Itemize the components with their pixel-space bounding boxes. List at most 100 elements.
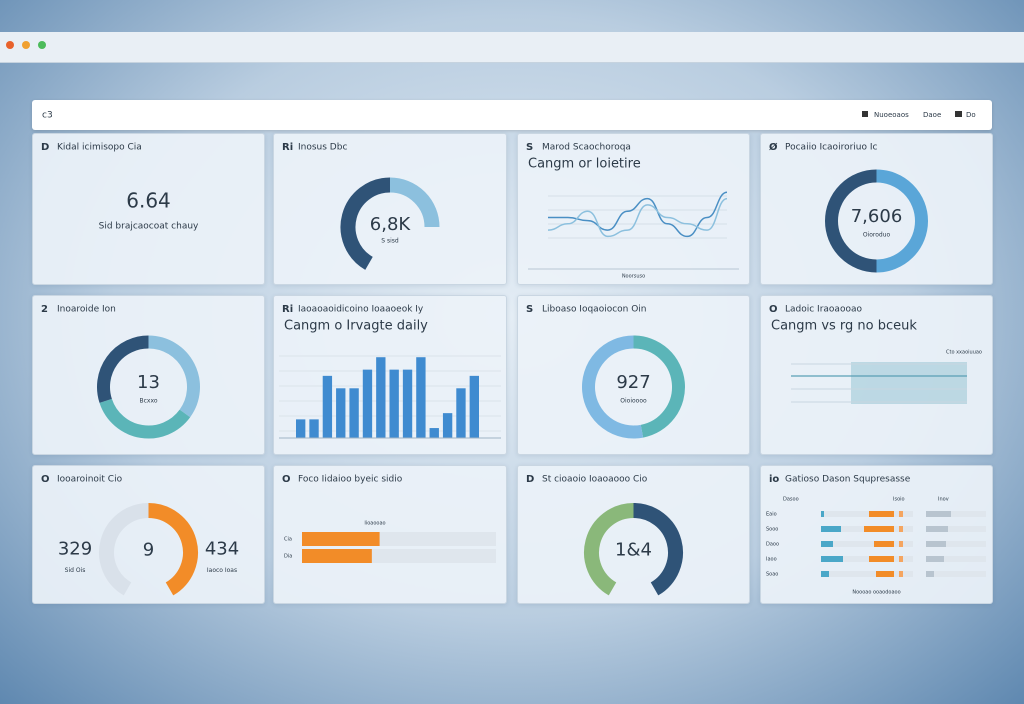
column-header: Inov [938, 497, 949, 503]
line-series [547, 197, 728, 238]
card-content: D St cioaoio Ioaoaooo Cio 1&4 [526, 474, 683, 596]
bar [456, 388, 466, 438]
bar [389, 369, 399, 438]
side-value: 434 [205, 539, 239, 560]
ring-segment [633, 335, 685, 438]
nav-link[interactable]: Daoe [923, 111, 941, 119]
bar [926, 526, 948, 532]
bar [821, 541, 833, 547]
ring-segment [148, 503, 198, 596]
card-title: Inoaroide Ion [57, 305, 116, 315]
row-label: Sooo [766, 527, 778, 533]
nav-link[interactable]: Do [966, 111, 976, 119]
big-value: 7,606 [851, 206, 903, 227]
ring-segment [99, 398, 191, 439]
value-caption: Oioioooo [620, 398, 647, 405]
card-icon: Ri [282, 142, 293, 153]
card-title: Iooaroinoit Cio [57, 475, 123, 485]
top-bar: c3 Nuoeoaos Daoe Do [32, 100, 992, 130]
nav-link[interactable]: Nuoeoaos [874, 111, 909, 119]
bar [429, 428, 439, 438]
bar [362, 369, 373, 438]
card: O Foco Iidaioo byeic sidio Iioaooao Cia Dia [273, 465, 507, 604]
footnote: Noooao ooaodoaoo [852, 590, 900, 596]
bar [821, 511, 824, 517]
card: io Gatioso Dason Squpresasse Dasoo Isoio Ino… [760, 465, 993, 604]
logo: c3 [42, 111, 53, 121]
row-label: Iaoo [766, 557, 777, 563]
big-value: 6.64 [126, 189, 171, 213]
big-value: 9 [143, 540, 154, 561]
control-dot[interactable] [6, 41, 14, 49]
ring-segment [389, 177, 440, 228]
bar [926, 571, 934, 577]
control-dot[interactable] [38, 41, 46, 49]
card-content: O Foco Iidaioo byeic sidio Iioaooao Cia Dia [282, 474, 496, 563]
bar-label: Iioaooao [364, 521, 385, 527]
band-area [851, 362, 967, 404]
window-controls [6, 41, 46, 49]
bar [876, 571, 894, 577]
card-content: Ri Iaoaoaoidicoino Ioaaoeok Iy Cangm o Irv… [279, 304, 501, 439]
card: O Ladoic Iraoaooao Cangm vs rg no bceuk Cto… [760, 295, 993, 455]
card-title: Marod Scaochoroqa [542, 143, 631, 153]
card-content: D Kidal icimisopo Cia 6.64 Sid brajcaocoat … [41, 142, 199, 232]
ring-segment [876, 169, 928, 273]
card-icon: O [41, 474, 50, 485]
card: Ø Pocaiio Icaoiroriuo Ic 7,606 Oioroduo [760, 133, 993, 285]
card-icon: S [526, 304, 533, 315]
card-title: St cioaoio Ioaoaooo Cio [542, 475, 648, 485]
bar [864, 526, 894, 532]
card-content: Ri Inosus Dbc 6,8K S sisd [282, 142, 440, 270]
bar [821, 526, 841, 532]
bar [416, 357, 426, 438]
card-icon: O [769, 304, 778, 315]
bar [309, 419, 319, 438]
bar [469, 375, 479, 438]
marker [899, 571, 903, 577]
row-label: Daoo [766, 542, 779, 548]
bar [926, 541, 946, 547]
ring-segment [582, 335, 644, 439]
row-bg [821, 571, 913, 577]
card: D St cioaoio Ioaoaooo Cio 1&4 [517, 465, 750, 604]
legend-label: Cto xxaoiuuao [946, 350, 982, 356]
card: O Iooaroinoit Cio 9 329 Sid Ois 434 Iaoco Ioas [32, 465, 265, 604]
big-value: 13 [137, 372, 160, 393]
icon [955, 111, 962, 117]
row-label: Soao [766, 572, 778, 578]
card-heading: Cangm vs rg no bceuk [771, 319, 917, 334]
bar [322, 375, 333, 438]
control-dot[interactable] [22, 41, 30, 49]
ring-segment [584, 503, 634, 596]
bar [821, 571, 829, 577]
marker [899, 556, 903, 562]
big-value: 1&4 [615, 540, 652, 561]
card-content: O Iooaroinoit Cio 9 329 Sid Ois 434 Iaoco Ioas [41, 474, 239, 596]
bar [442, 413, 453, 438]
ring-segment [825, 169, 877, 273]
card-content: S Liboaso Ioqaoiocon Oin 927 Oioioooo [526, 304, 685, 439]
row-bg [821, 511, 913, 517]
footnote: Noorsuso [622, 274, 645, 280]
row-bg [926, 556, 986, 562]
column-header: Dasoo [783, 497, 799, 503]
bar [926, 511, 951, 517]
bar [926, 556, 944, 562]
bar [349, 388, 359, 438]
card-title: Ladoic Iraoaooao [785, 305, 862, 315]
value-caption: S sisd [381, 238, 399, 245]
ring-segment [633, 503, 683, 596]
bar [821, 556, 843, 562]
value-caption: Sid brajcaocoat chauy [99, 222, 199, 232]
card-title: Liboaso Ioqaoiocon Oin [542, 305, 647, 315]
row-bg [821, 541, 913, 547]
card: D Kidal icimisopo Cia 6.64 Sid brajcaocoat … [32, 133, 265, 285]
card: S Liboaso Ioqaoiocon Oin 927 Oioioooo [517, 295, 750, 455]
card: S Marod Scaochoroqa Cangm or loietire Noors… [517, 133, 750, 285]
ring-segment [340, 177, 391, 270]
bar [869, 511, 894, 517]
ring-segment [148, 335, 200, 418]
card-icon: D [41, 142, 49, 153]
card-title: Gatioso Dason Squpresasse [785, 475, 911, 485]
